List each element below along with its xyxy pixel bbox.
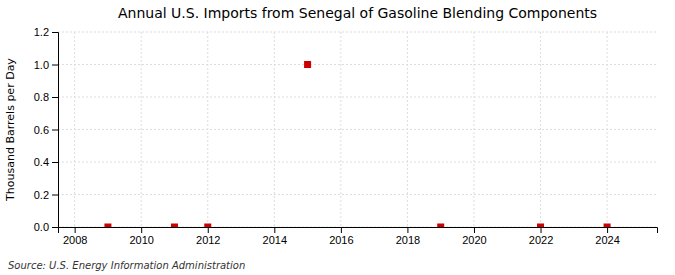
- tick: 0.6: [34, 124, 58, 136]
- point: [171, 224, 178, 228]
- tick-mark: [75, 227, 76, 233]
- tick: 2018: [396, 227, 420, 246]
- tick-label: 2024: [595, 234, 619, 246]
- grid-line: [58, 194, 657, 195]
- tick-mark: [52, 32, 58, 33]
- tick-mark: [208, 227, 209, 233]
- tick-label: 2020: [462, 234, 486, 246]
- tick: 2012: [196, 227, 220, 246]
- tick-label: 0.8: [34, 91, 49, 103]
- grid-line: [58, 64, 657, 65]
- tick-label: 2016: [329, 234, 353, 246]
- grid-line: [58, 32, 657, 33]
- tick-mark: [52, 130, 58, 131]
- tick: 0.0: [34, 221, 58, 233]
- grid-line: [58, 129, 657, 130]
- y-axis: 0.0 0.2 0.4 0.6 0.8 1.0 1.2: [34, 26, 59, 233]
- tick-mark: [407, 227, 408, 233]
- tick: 2014: [263, 227, 287, 246]
- tick: 0.2: [34, 189, 58, 201]
- tick-label: 2010: [129, 234, 153, 246]
- tick-label: 0.4: [34, 156, 49, 168]
- tick: 0.8: [34, 91, 58, 103]
- tick: 2022: [529, 227, 553, 246]
- grid-line: [58, 162, 657, 163]
- tick-label: 2018: [396, 234, 420, 246]
- tick-label: 2012: [196, 234, 220, 246]
- y-axis-title: Thousand Barrels per Day: [4, 58, 17, 202]
- tick-label: 2008: [63, 234, 87, 246]
- tick-label: 0.0: [34, 221, 49, 233]
- tick-label: 2022: [529, 234, 553, 246]
- tick-mark: [341, 227, 342, 233]
- grid-line: [340, 32, 341, 227]
- axis-line: [59, 228, 658, 234]
- tick-label: 0.2: [34, 189, 49, 201]
- tick-label: 1.0: [34, 59, 49, 71]
- tick-mark: [274, 227, 275, 233]
- tick: 1.0: [34, 59, 58, 71]
- tick-mark: [541, 227, 542, 233]
- x-axis: 2008 2010 2012 2014 2016 2018 2020 2022 2024: [59, 227, 658, 246]
- tick-mark: [52, 227, 58, 228]
- tick-label: 1.2: [34, 26, 49, 38]
- source-note: Source: U.S. Energy Information Administ…: [8, 260, 245, 271]
- tick: 2010: [129, 227, 153, 246]
- tick-mark: [141, 227, 142, 233]
- plot: 2008201020122014201620182020202220240.00…: [34, 26, 658, 246]
- title: Annual U.S. Imports from Senegal of Gaso…: [118, 5, 597, 21]
- grid: [58, 32, 657, 227]
- tick: 2024: [595, 227, 619, 246]
- tick-mark: [52, 97, 58, 98]
- chart-container: 2008201020122014201620182020202220240.00…: [0, 0, 675, 275]
- tick-label: 0.6: [34, 124, 49, 136]
- grid-line: [74, 32, 75, 227]
- grid-line: [473, 32, 474, 227]
- point: [604, 224, 611, 228]
- point: [204, 224, 211, 228]
- tick-mark: [52, 195, 58, 196]
- tick-mark: [52, 162, 58, 163]
- grid-line: [58, 97, 657, 98]
- tick-mark: [52, 65, 58, 66]
- tick-label: 2014: [263, 234, 287, 246]
- grid-line: [141, 32, 142, 227]
- tick-mark: [474, 227, 475, 233]
- grid-line: [607, 32, 608, 227]
- tick: 1.2: [34, 26, 58, 38]
- point: [304, 61, 311, 68]
- points: [104, 61, 610, 227]
- grid-line: [407, 32, 408, 227]
- grid-line: [207, 32, 208, 227]
- tick: 2020: [462, 227, 486, 246]
- tick-mark: [607, 227, 608, 233]
- point: [537, 224, 544, 228]
- tick: 0.4: [34, 156, 58, 168]
- axis-line: [52, 33, 59, 228]
- grid-line: [540, 32, 541, 227]
- grid-line: [274, 32, 275, 227]
- tick: 2008: [63, 227, 87, 246]
- tick: 2016: [329, 227, 353, 246]
- point: [104, 224, 111, 228]
- point: [437, 224, 444, 228]
- chart: 2008201020122014201620182020202220240.00…: [0, 0, 675, 275]
